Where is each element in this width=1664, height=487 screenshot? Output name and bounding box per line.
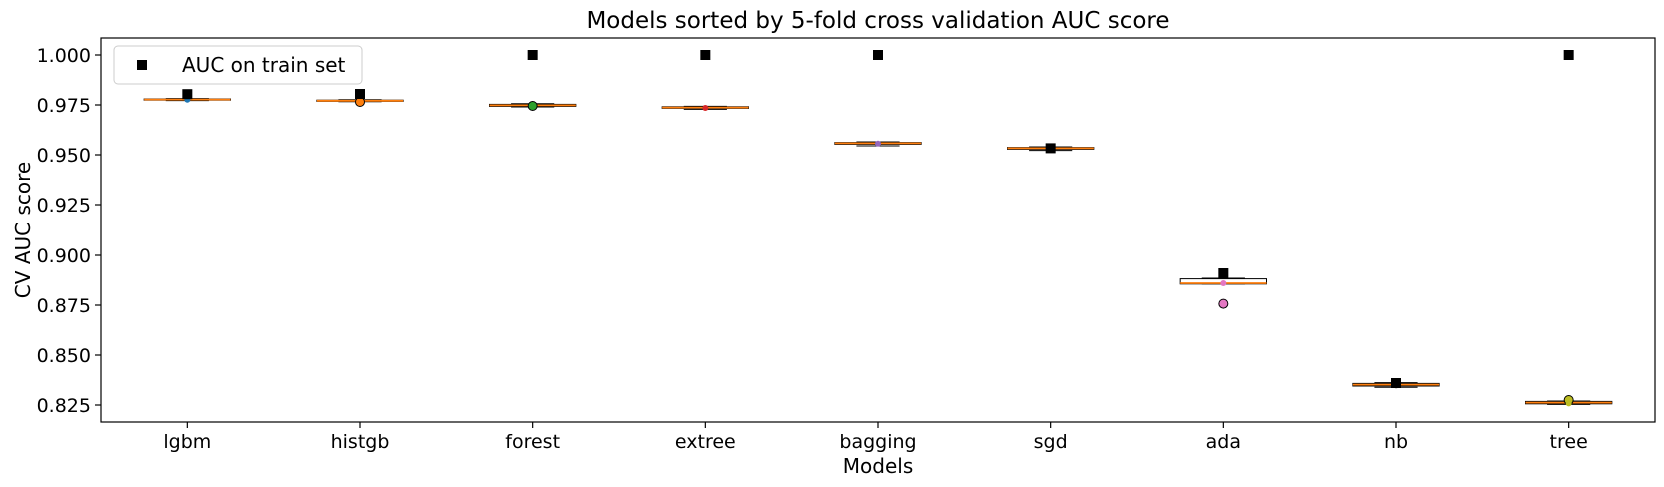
y-tick-label: 0.925: [37, 195, 91, 217]
box-histgb: [316, 89, 404, 107]
y-tick-label: 0.975: [37, 95, 91, 117]
y-tick-label: 1.000: [37, 45, 91, 67]
chart-title: Models sorted by 5-fold cross validation…: [586, 8, 1169, 34]
mean-marker: [875, 140, 881, 147]
box-nb: [1352, 378, 1440, 389]
train-auc-marker: [700, 50, 711, 60]
mean-marker: [529, 102, 536, 109]
plot-area: [143, 50, 1613, 407]
train-auc-marker: [1391, 378, 1401, 388]
legend-box: [113, 45, 363, 85]
box-ada: [1179, 268, 1267, 309]
mean-marker: [702, 105, 709, 111]
box-forest: [489, 50, 577, 111]
train-auc-marker: [355, 89, 365, 99]
x-axis-label: Models: [843, 454, 913, 478]
x-tick-label: bagging: [839, 431, 916, 453]
legend-label: AUC on train set: [182, 53, 346, 77]
x-tick-label: forest: [505, 431, 560, 453]
x-tick-label: lgbm: [163, 431, 211, 453]
outlier-point: [1218, 298, 1229, 309]
box-sgd: [1007, 143, 1095, 154]
x-tick-label: ada: [1206, 431, 1241, 453]
legend: AUC on train set: [113, 45, 363, 85]
legend-marker: [137, 60, 147, 70]
train-auc-marker: [527, 50, 538, 60]
box-tree: [1525, 50, 1613, 407]
mean-marker: [357, 98, 363, 105]
y-axis-label: CV AUC score: [11, 162, 35, 298]
x-tick-label: nb: [1384, 431, 1408, 453]
train-auc-marker: [873, 50, 883, 60]
mean-marker: [1565, 400, 1572, 407]
axes: 0.825 0.850 0.875 0.900 0.925 0.950 0.975 1.000…: [37, 45, 1588, 453]
train-auc-marker: [1563, 50, 1574, 60]
x-tick-label: sgd: [1034, 431, 1068, 453]
mean-marker: [1220, 280, 1227, 286]
plot-frame: [100, 37, 1656, 423]
y-tick-label: 0.900: [37, 245, 91, 267]
train-auc-marker: [1218, 268, 1229, 278]
box-lgbm: [143, 89, 232, 103]
y-tick-label: 0.875: [37, 295, 91, 317]
x-tick-label: tree: [1550, 431, 1588, 453]
x-tick-label: extree: [675, 431, 736, 453]
y-tick-label: 0.850: [37, 345, 91, 367]
box-bagging: [834, 50, 922, 147]
box-extree: [661, 50, 750, 111]
y-tick-label: 0.950: [37, 145, 91, 167]
x-tick-label: histgb: [331, 431, 390, 453]
train-auc-marker: [1045, 143, 1056, 154]
y-tick-label: 0.825: [37, 395, 91, 417]
train-auc-marker: [182, 89, 193, 100]
